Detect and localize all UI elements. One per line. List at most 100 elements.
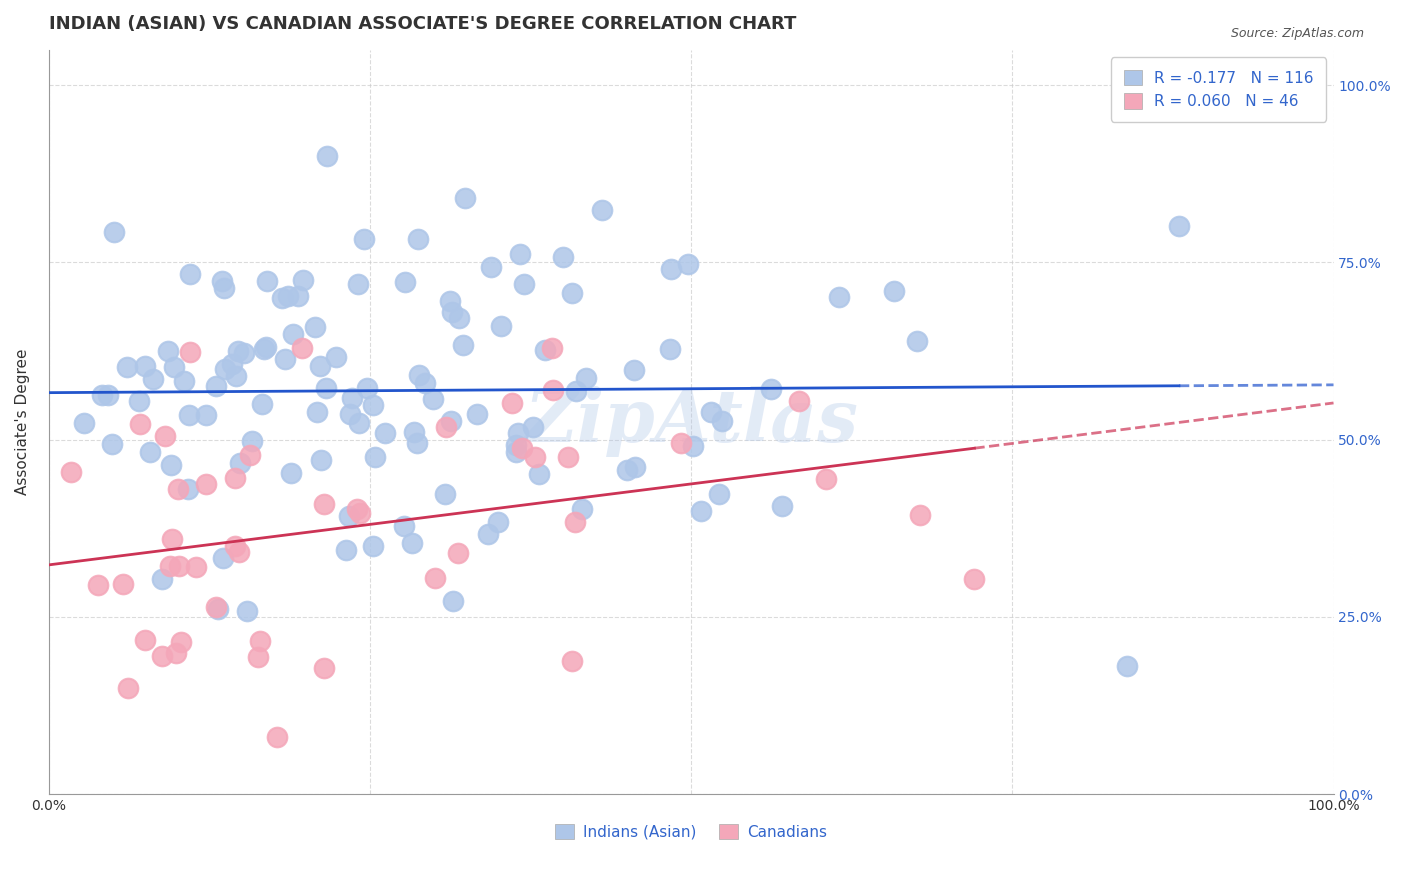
Point xyxy=(361,539,384,553)
Point xyxy=(523,450,546,465)
Point xyxy=(401,536,423,550)
Point xyxy=(128,417,150,432)
Point xyxy=(508,426,530,441)
Point xyxy=(165,646,187,660)
Point xyxy=(394,275,416,289)
Point xyxy=(97,388,120,402)
Point xyxy=(309,359,332,374)
Point xyxy=(591,202,613,217)
Point xyxy=(1115,659,1137,673)
Point xyxy=(883,284,905,298)
Point xyxy=(246,649,269,664)
Point xyxy=(501,396,523,410)
Text: Source: ZipAtlas.com: Source: ZipAtlas.com xyxy=(1230,27,1364,40)
Point xyxy=(304,319,326,334)
Point xyxy=(266,731,288,745)
Point xyxy=(522,419,544,434)
Point xyxy=(312,497,335,511)
Point xyxy=(339,407,361,421)
Point xyxy=(815,472,838,486)
Point xyxy=(184,559,207,574)
Point xyxy=(271,291,294,305)
Point xyxy=(194,476,217,491)
Point xyxy=(212,281,235,295)
Point xyxy=(513,277,536,291)
Point xyxy=(534,343,557,357)
Point xyxy=(90,388,112,402)
Point xyxy=(292,273,315,287)
Point xyxy=(117,681,139,695)
Point xyxy=(315,381,337,395)
Point xyxy=(167,482,190,496)
Point xyxy=(659,261,682,276)
Point xyxy=(406,232,429,246)
Point xyxy=(402,425,425,439)
Point xyxy=(214,362,236,376)
Point xyxy=(910,508,932,522)
Point xyxy=(512,441,534,455)
Point xyxy=(170,634,193,648)
Point xyxy=(103,226,125,240)
Point xyxy=(177,408,200,422)
Point xyxy=(575,370,598,384)
Point xyxy=(571,502,593,516)
Point xyxy=(434,420,457,434)
Point xyxy=(291,342,314,356)
Point xyxy=(167,558,190,573)
Point xyxy=(551,250,574,264)
Point xyxy=(477,527,499,541)
Point xyxy=(422,392,444,406)
Point xyxy=(669,435,692,450)
Point xyxy=(479,260,502,274)
Point xyxy=(505,445,527,459)
Point xyxy=(311,453,333,467)
Point xyxy=(770,500,793,514)
Point xyxy=(340,391,363,405)
Point xyxy=(441,594,464,608)
Point xyxy=(337,508,360,523)
Point xyxy=(347,277,370,292)
Point xyxy=(349,506,371,520)
Point xyxy=(682,439,704,453)
Point xyxy=(361,398,384,412)
Point xyxy=(759,383,782,397)
Point xyxy=(827,290,849,304)
Point xyxy=(59,465,82,479)
Point xyxy=(128,394,150,409)
Point xyxy=(224,540,246,554)
Point xyxy=(254,339,277,353)
Point xyxy=(408,368,430,382)
Point xyxy=(434,487,457,501)
Point xyxy=(557,450,579,465)
Point xyxy=(221,358,243,372)
Point xyxy=(454,191,477,205)
Point xyxy=(347,416,370,430)
Point xyxy=(152,649,174,664)
Point xyxy=(235,604,257,618)
Point xyxy=(509,247,531,261)
Point xyxy=(963,572,986,586)
Point xyxy=(207,601,229,615)
Point xyxy=(690,504,713,518)
Point xyxy=(440,414,463,428)
Point xyxy=(139,445,162,459)
Point xyxy=(287,289,309,303)
Point xyxy=(153,429,176,443)
Point xyxy=(226,344,249,359)
Point xyxy=(205,379,228,393)
Text: ZipAtlas: ZipAtlas xyxy=(524,386,858,458)
Point xyxy=(707,487,730,501)
Point xyxy=(439,293,461,308)
Point xyxy=(249,634,271,648)
Point xyxy=(451,338,474,352)
Point xyxy=(541,341,564,355)
Point xyxy=(205,599,228,614)
Point xyxy=(413,376,436,391)
Point xyxy=(489,318,512,333)
Point xyxy=(73,416,96,430)
Point xyxy=(374,426,396,441)
Point xyxy=(315,149,337,163)
Point xyxy=(194,409,217,423)
Point xyxy=(561,654,583,668)
Point xyxy=(150,572,173,586)
